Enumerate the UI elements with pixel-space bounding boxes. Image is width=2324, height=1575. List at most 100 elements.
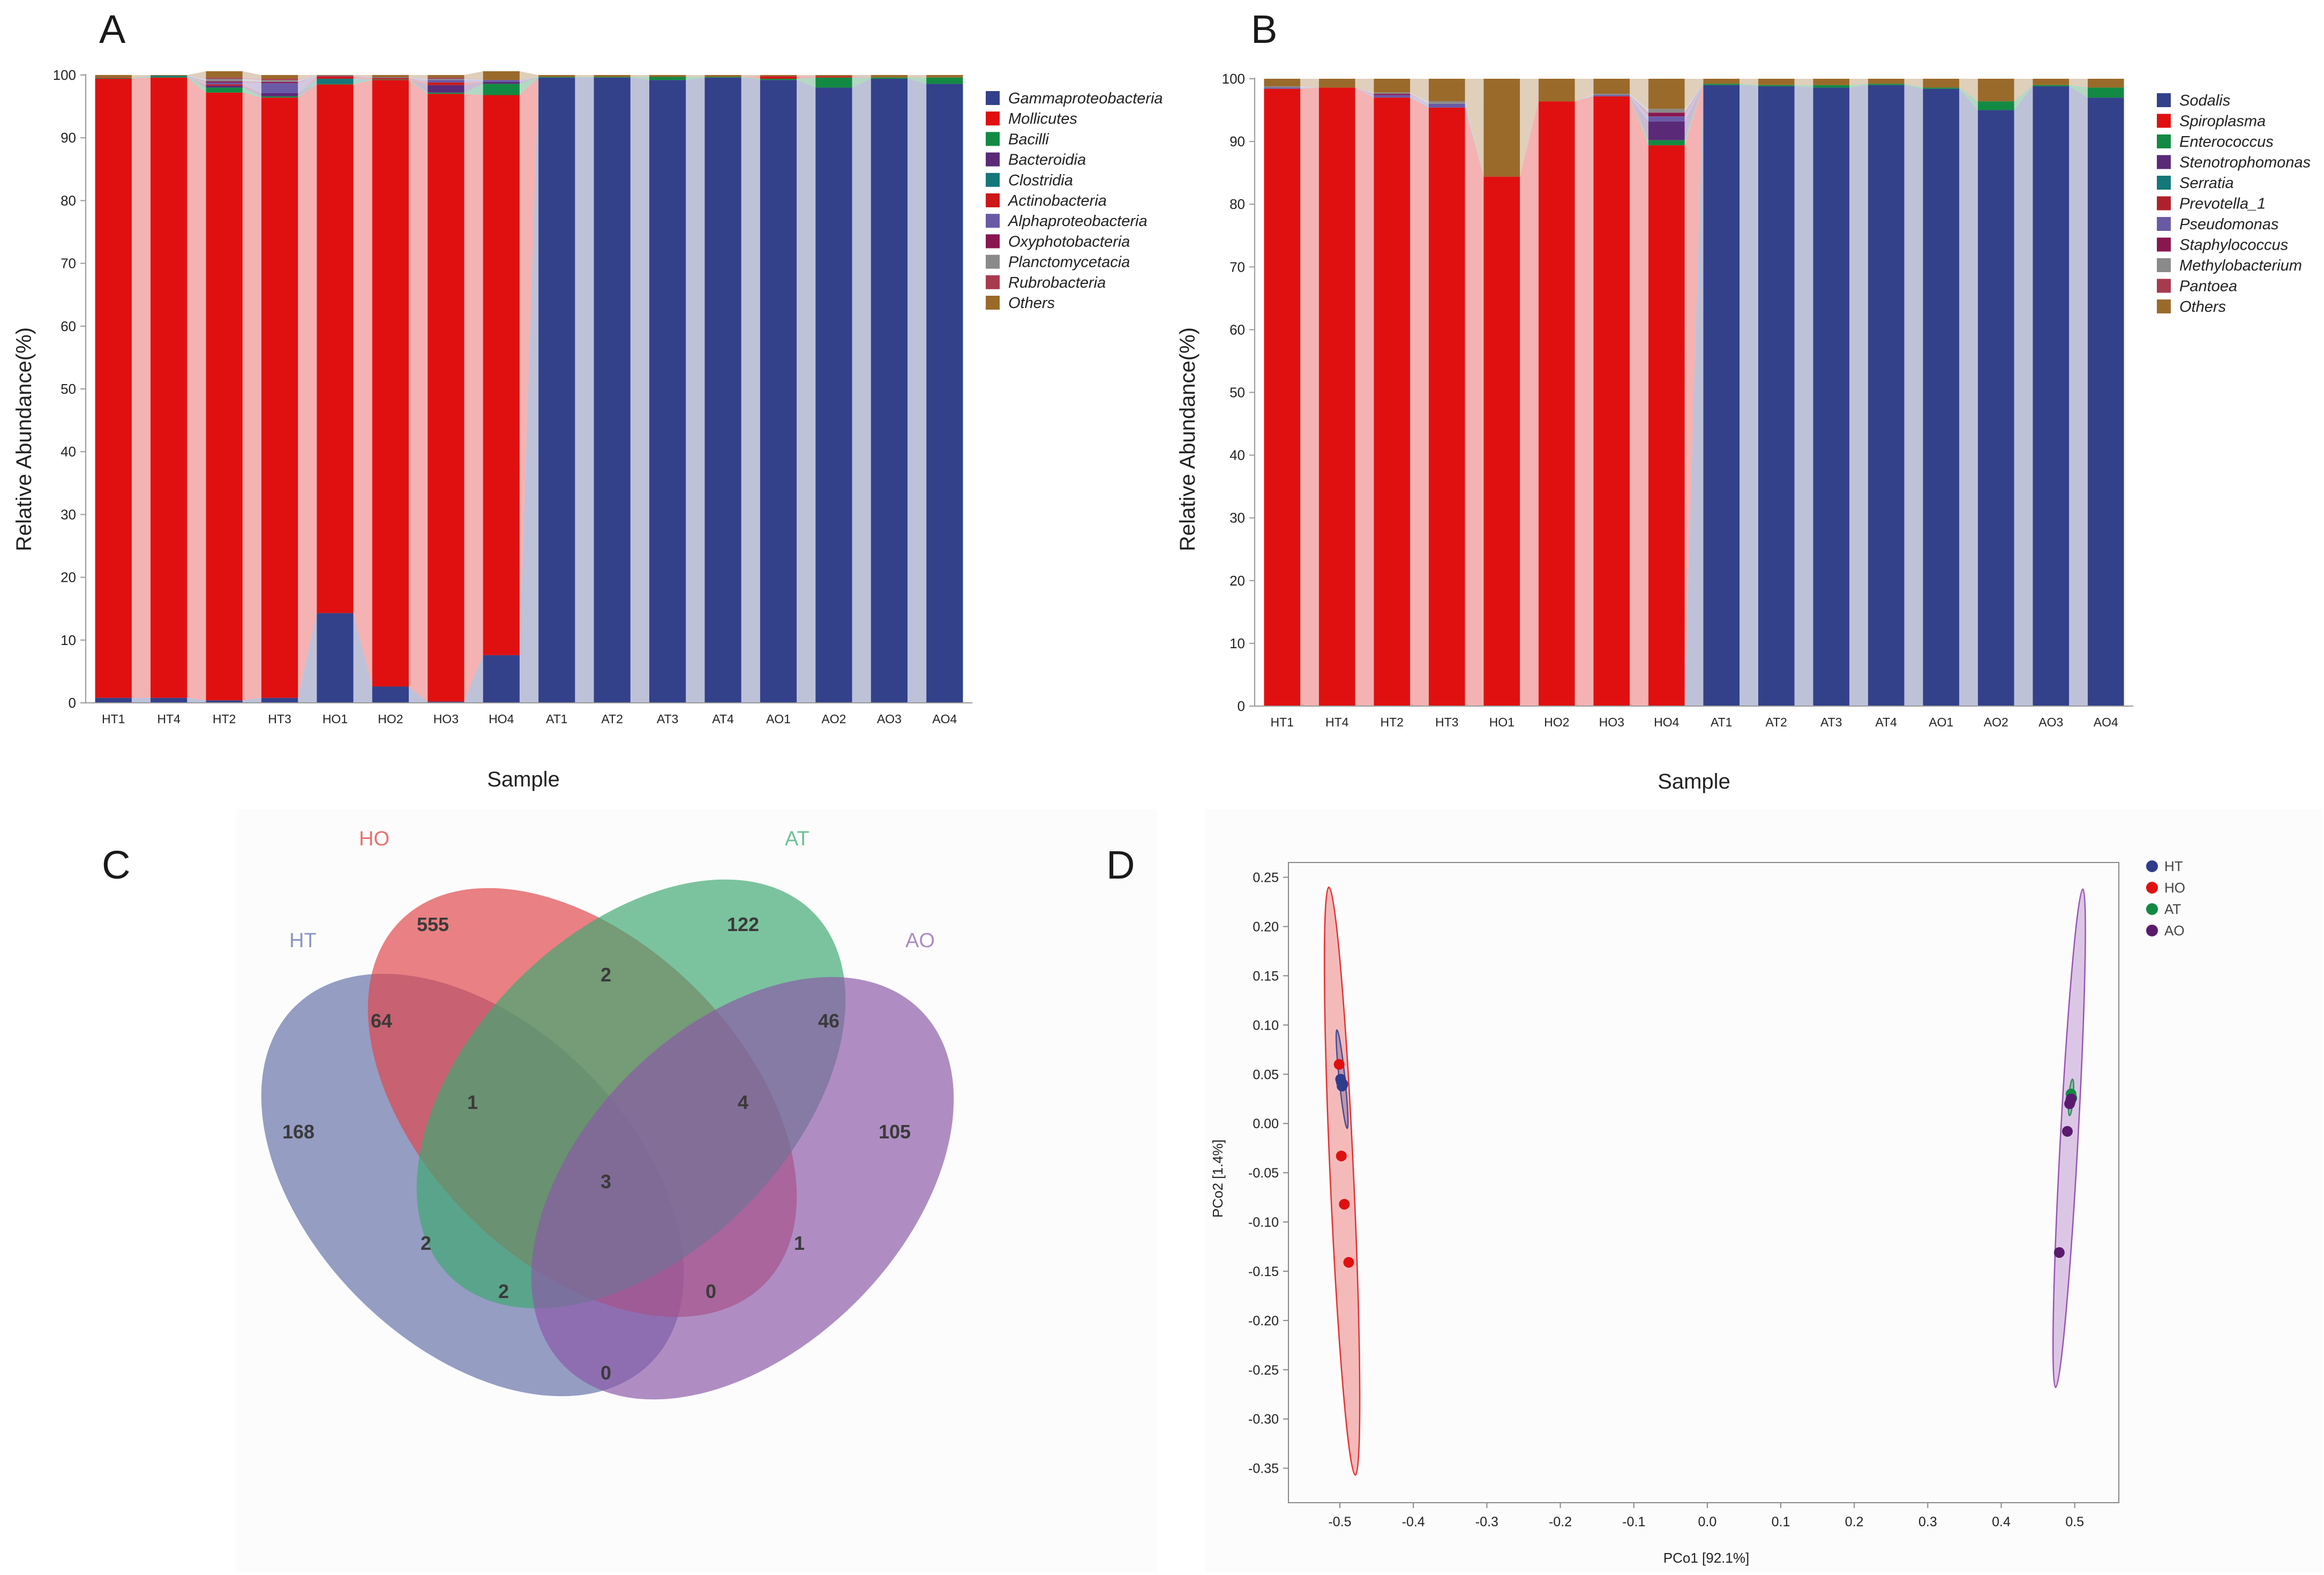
venn-label-ao: AO <box>905 929 935 952</box>
venn-count-ho-at-ao: 4 <box>738 1091 748 1113</box>
panel-a-xtick: AO3 <box>877 712 902 726</box>
pcoa-point-ht <box>1337 1078 1348 1090</box>
pcoa-ellipse-ho <box>1323 886 1361 1476</box>
panel-b-band-enterococcus <box>1684 84 1704 146</box>
panel-a-band-others <box>575 75 594 77</box>
panel-b-ytick: 30 <box>1230 510 1245 526</box>
panel-a-bar-ho4-bacteroidia <box>483 81 520 84</box>
panel-a-band-planctomycetacia <box>242 79 261 82</box>
panel-a-band-planctomycetacia <box>298 76 317 82</box>
panel-a-xtick: HO1 <box>323 712 348 726</box>
panel-b-ytick: 70 <box>1230 259 1245 275</box>
panel-a-band-bacteroidia <box>298 84 317 96</box>
panel-b-bar-ho4-pseudomonas <box>1648 116 1685 122</box>
panel-b-letter: B <box>1251 7 1277 51</box>
panel-b-xtick: AO3 <box>2038 715 2063 729</box>
panel-a-bar-ho1-clostridia <box>317 79 354 84</box>
panel-a-band-bacilli <box>741 77 760 80</box>
panel-b-bar-ho4-enterococcus <box>1648 140 1685 146</box>
panel-a-band-mollicutes <box>409 80 428 702</box>
panel-b-band-pseudomonas <box>1300 87 1319 89</box>
panel-b-band-sodalis <box>2014 86 2033 706</box>
panel-a-band-clostridia <box>187 76 206 86</box>
panel-b-legend-swatch-spiroplasma <box>2157 114 2171 128</box>
panel-b-xtick: AO4 <box>2094 715 2118 729</box>
panel-b-bar-ao2-sodalis <box>1977 110 2014 706</box>
panel-b-bar-at2-others <box>1758 79 1795 85</box>
panel-a-band-bacilli <box>852 77 871 88</box>
venn-count-at-ao: 46 <box>818 1010 839 1032</box>
panel-a-band-rubrobacteria <box>298 76 317 80</box>
panel-b-band-spiroplasma <box>1575 96 1594 707</box>
panel-a-band-bacilli <box>298 84 317 98</box>
panel-a-band-mollicutes <box>298 84 317 698</box>
panel-b-xtick: HT4 <box>1325 715 1349 729</box>
panel-a-ytick: 100 <box>53 67 76 83</box>
panel-a-bar-ht4-bacilli <box>151 77 188 78</box>
panel-a-legend-swatch-planctomycetacia <box>986 254 1000 269</box>
panel-a-bar-ao2-others <box>815 75 852 77</box>
panel-a-ytick: 60 <box>61 318 76 334</box>
venn-label-ho: HO <box>359 828 389 850</box>
panel-a-axes: HT1 HT4 HT2 HT3 HO1 HO2 HO3 HO4 AT1 AT2 AT3 AT4 AO1 A… <box>53 67 972 726</box>
panel-b-bar-ht2-pseudomonas <box>1374 95 1411 98</box>
panel-a-band-others <box>907 75 927 78</box>
panel-a-ytick: 30 <box>61 506 76 522</box>
panel-b-bar-at2-sodalis <box>1758 86 1795 706</box>
panel-b-legend-label-others: Others <box>2179 298 2226 316</box>
panel-a-band-gammaproteobacteria <box>298 613 317 703</box>
pcoa-xtick: 0.1 <box>1772 1514 1790 1529</box>
pcoa-plot-frame <box>1288 862 2119 1503</box>
panel-a-band-gammaproteobacteria <box>353 613 372 703</box>
panel-a-legend-label-bacteroidia: Bacteroidia <box>1008 152 1086 169</box>
panel-b-legend-label-sodalis: Sodalis <box>2179 92 2230 109</box>
panel-a-bar-ho3-planctomycetacia <box>428 79 464 80</box>
panel-b-bar-at1-enterococcus <box>1703 84 1740 85</box>
panel-a-band-oxyphotobacteria <box>242 81 261 84</box>
panel-b-band-sodalis <box>1794 86 1813 706</box>
panel-b-bar-ht4-spiroplasma <box>1318 87 1355 706</box>
panel-b-legend-swatch-pantoea <box>2157 279 2171 293</box>
pcoa-legend-marker-at <box>2146 903 2158 915</box>
panel-b-legend-label-enterococcus: Enterococcus <box>2179 133 2274 151</box>
panel-a-bar-ho4-gammaproteobacteria <box>483 655 520 703</box>
panel-b-bar-at4-sodalis <box>1868 85 1905 707</box>
panel-b-band-spiroplasma <box>1465 107 1484 707</box>
pcoa-ytick: 0.00 <box>1253 1116 1279 1131</box>
pcoa-ytick: -0.15 <box>1248 1264 1279 1279</box>
panel-b-legend-label-spiroplasma: Spiroplasma <box>2179 113 2266 130</box>
panel-a-bar-ht3-rubrobacteria <box>261 79 298 80</box>
panel-a-legend-swatch-mollicutes <box>986 111 1000 126</box>
panel-c: C HT HO AT AO 555 122 168 105 2 64 46 1 … <box>102 809 1157 1572</box>
panel-b-band-enterococcus <box>1630 96 1648 146</box>
panel-b-xtick: AT2 <box>1766 715 1787 729</box>
venn-count-ht-at-ao: 2 <box>498 1280 509 1302</box>
panel-d-legend: HT HO AT AO <box>2146 858 2185 939</box>
panel-a-band-bacilli <box>131 77 151 79</box>
panel-a-bar-ht4-clostridia <box>151 76 188 77</box>
pcoa-ytick: 0.05 <box>1253 1067 1279 1082</box>
panel-b: B HT1 HT4 HT2 HT3 HO1 HO2 HO3 HO4 AT1 AT2 AT3 AT4 AO… <box>1176 7 2311 793</box>
panel-a-bar-ho3-mollicutes <box>428 94 464 702</box>
panel-b-legend-swatch-enterococcus <box>2157 134 2171 148</box>
pcoa-point-ho <box>1343 1257 1354 1268</box>
venn-label-at: AT <box>785 828 809 850</box>
panel-a-letter: A <box>99 7 126 51</box>
panel-a-ytick: 0 <box>69 695 76 711</box>
panel-a-legend-label-gammaproteobacteria: Gammaproteobacteria <box>1008 90 1163 107</box>
panel-a-band-mollicutes <box>519 77 539 655</box>
panel-a-band-bacilli <box>686 77 705 80</box>
panel-b-band-others <box>1520 79 1539 177</box>
panel-a-legend-swatch-clostridia <box>986 172 1000 187</box>
panel-b-band-others <box>1959 79 1978 102</box>
panel-b-bar-ht2-methylobacterium <box>1374 92 1411 94</box>
panel-a-band-gammaproteobacteria <box>242 698 261 703</box>
panel-a-band-mollicutes <box>242 92 261 701</box>
panel-b-bar-ao1-enterococcus <box>1923 87 1960 89</box>
panel-a-bar-ht3-alphaproteobacteria <box>261 83 298 93</box>
panel-a-band-gammaproteobacteria <box>464 655 483 703</box>
panel-a: A HT1 HT4 HT2 HT3 HO1 HO2 HO3 HO4 AT1 AT2 AT3 AT4 AO… <box>12 7 1163 791</box>
panel-b-band-others <box>1740 79 1758 85</box>
panel-a-bar-at1-bacilli <box>538 77 575 78</box>
